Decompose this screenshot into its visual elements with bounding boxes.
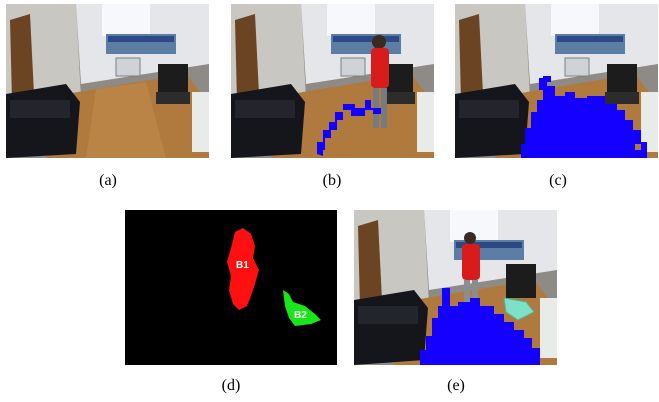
panel-e-image (354, 210, 557, 365)
panel-a-image (6, 4, 209, 158)
caption-a: (a) (99, 172, 117, 189)
panel-d-blob-mask: B1 B2 (125, 210, 337, 365)
blob-b2 (283, 290, 321, 326)
caption-b: (b) (322, 172, 342, 189)
panel-c-image (455, 4, 658, 158)
blob-b1-label: B1 (236, 260, 249, 271)
caption-c: (c) (549, 172, 567, 189)
panel-b-image (231, 4, 434, 158)
caption-e: (e) (447, 377, 465, 394)
blob-b1 (227, 228, 259, 310)
caption-d: (d) (221, 377, 241, 394)
blob-b2-label: B2 (294, 310, 307, 321)
